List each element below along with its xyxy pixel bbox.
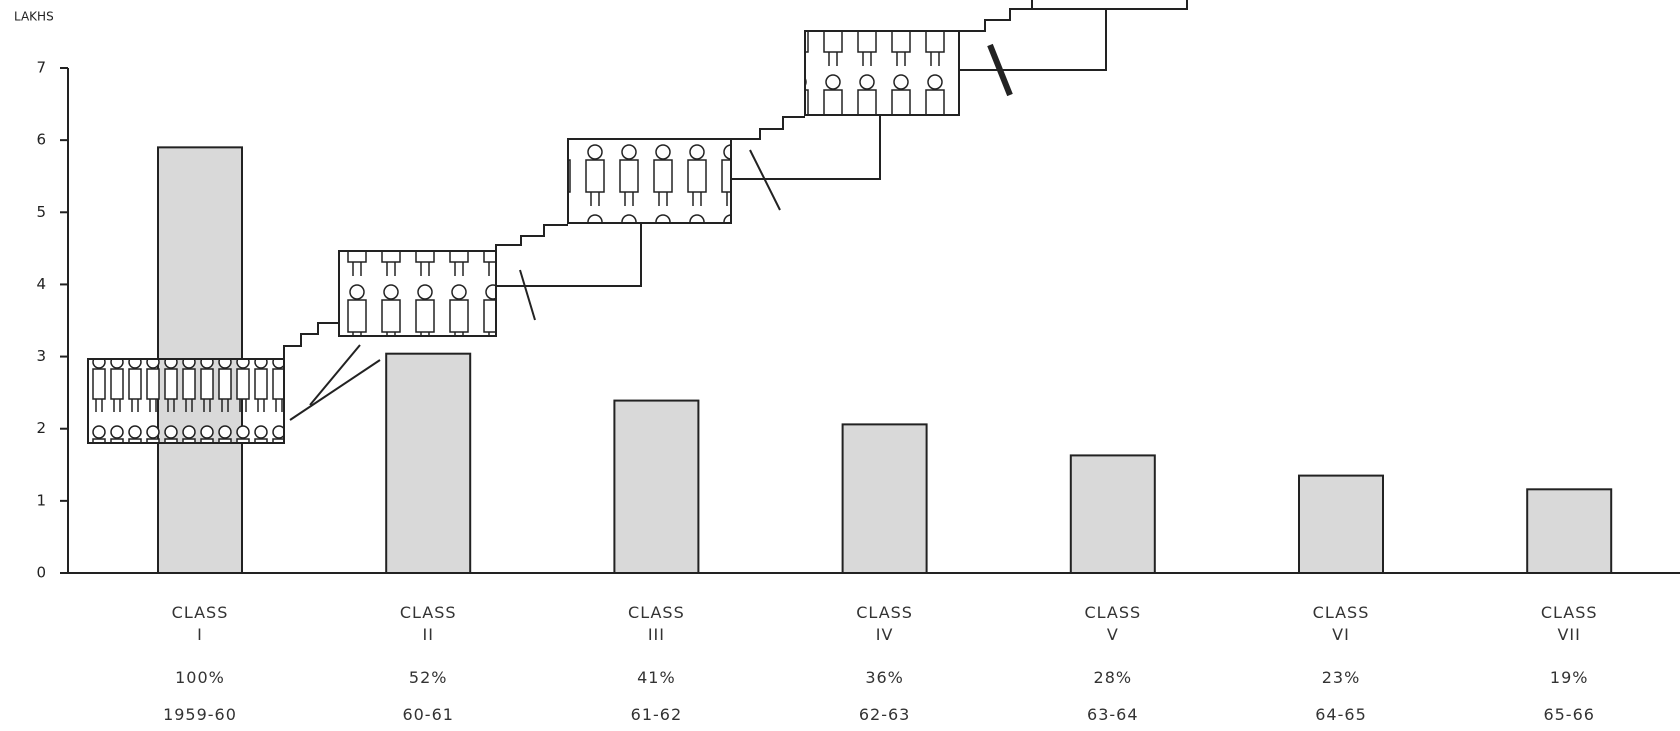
share-label: 23% bbox=[1321, 668, 1361, 687]
share-label: 100% bbox=[175, 668, 225, 687]
share-label: 28% bbox=[1093, 668, 1133, 687]
y-axis-label: LAKHS bbox=[14, 10, 54, 24]
illustration bbox=[87, 0, 1188, 444]
bar bbox=[841, 423, 928, 574]
bar bbox=[385, 352, 472, 574]
y-tick-label: 6 bbox=[36, 131, 46, 149]
y-tick-label: 0 bbox=[36, 564, 46, 582]
year-label: 1959-60 bbox=[163, 705, 237, 724]
year-label: 63-64 bbox=[1087, 705, 1139, 724]
bar bbox=[1298, 474, 1384, 575]
year-label: 62-63 bbox=[858, 705, 911, 724]
category-label: CLASS II bbox=[399, 603, 457, 644]
share-label: 52% bbox=[408, 668, 448, 687]
year-label: 64-65 bbox=[1315, 705, 1367, 724]
year-label: 61-62 bbox=[630, 705, 683, 724]
y-tick-label: 3 bbox=[36, 347, 46, 365]
year-label: 65-66 bbox=[1543, 705, 1595, 724]
y-tick-label: 4 bbox=[36, 275, 46, 293]
category-label: CLASS III bbox=[628, 603, 685, 644]
year-label: 60-61 bbox=[402, 705, 454, 724]
y-tick-label: 1 bbox=[36, 491, 46, 509]
share-label: 41% bbox=[637, 668, 676, 687]
bar bbox=[613, 399, 700, 575]
y-tick-label: 2 bbox=[36, 419, 46, 437]
category-label: CLASS VII bbox=[1540, 603, 1598, 644]
share-label: 19% bbox=[1549, 668, 1589, 687]
category-label: CLASS VI bbox=[1312, 603, 1370, 644]
category-label: CLASS IV bbox=[856, 603, 913, 644]
y-tick-label: 5 bbox=[36, 203, 46, 221]
category-label: CLASS V bbox=[1084, 603, 1142, 644]
share-label: 36% bbox=[865, 668, 904, 687]
bar bbox=[1526, 488, 1613, 575]
bars bbox=[157, 146, 1613, 575]
category-label: CLASS I bbox=[171, 603, 229, 644]
y-tick-label: 7 bbox=[36, 59, 46, 77]
bar bbox=[1069, 454, 1156, 574]
